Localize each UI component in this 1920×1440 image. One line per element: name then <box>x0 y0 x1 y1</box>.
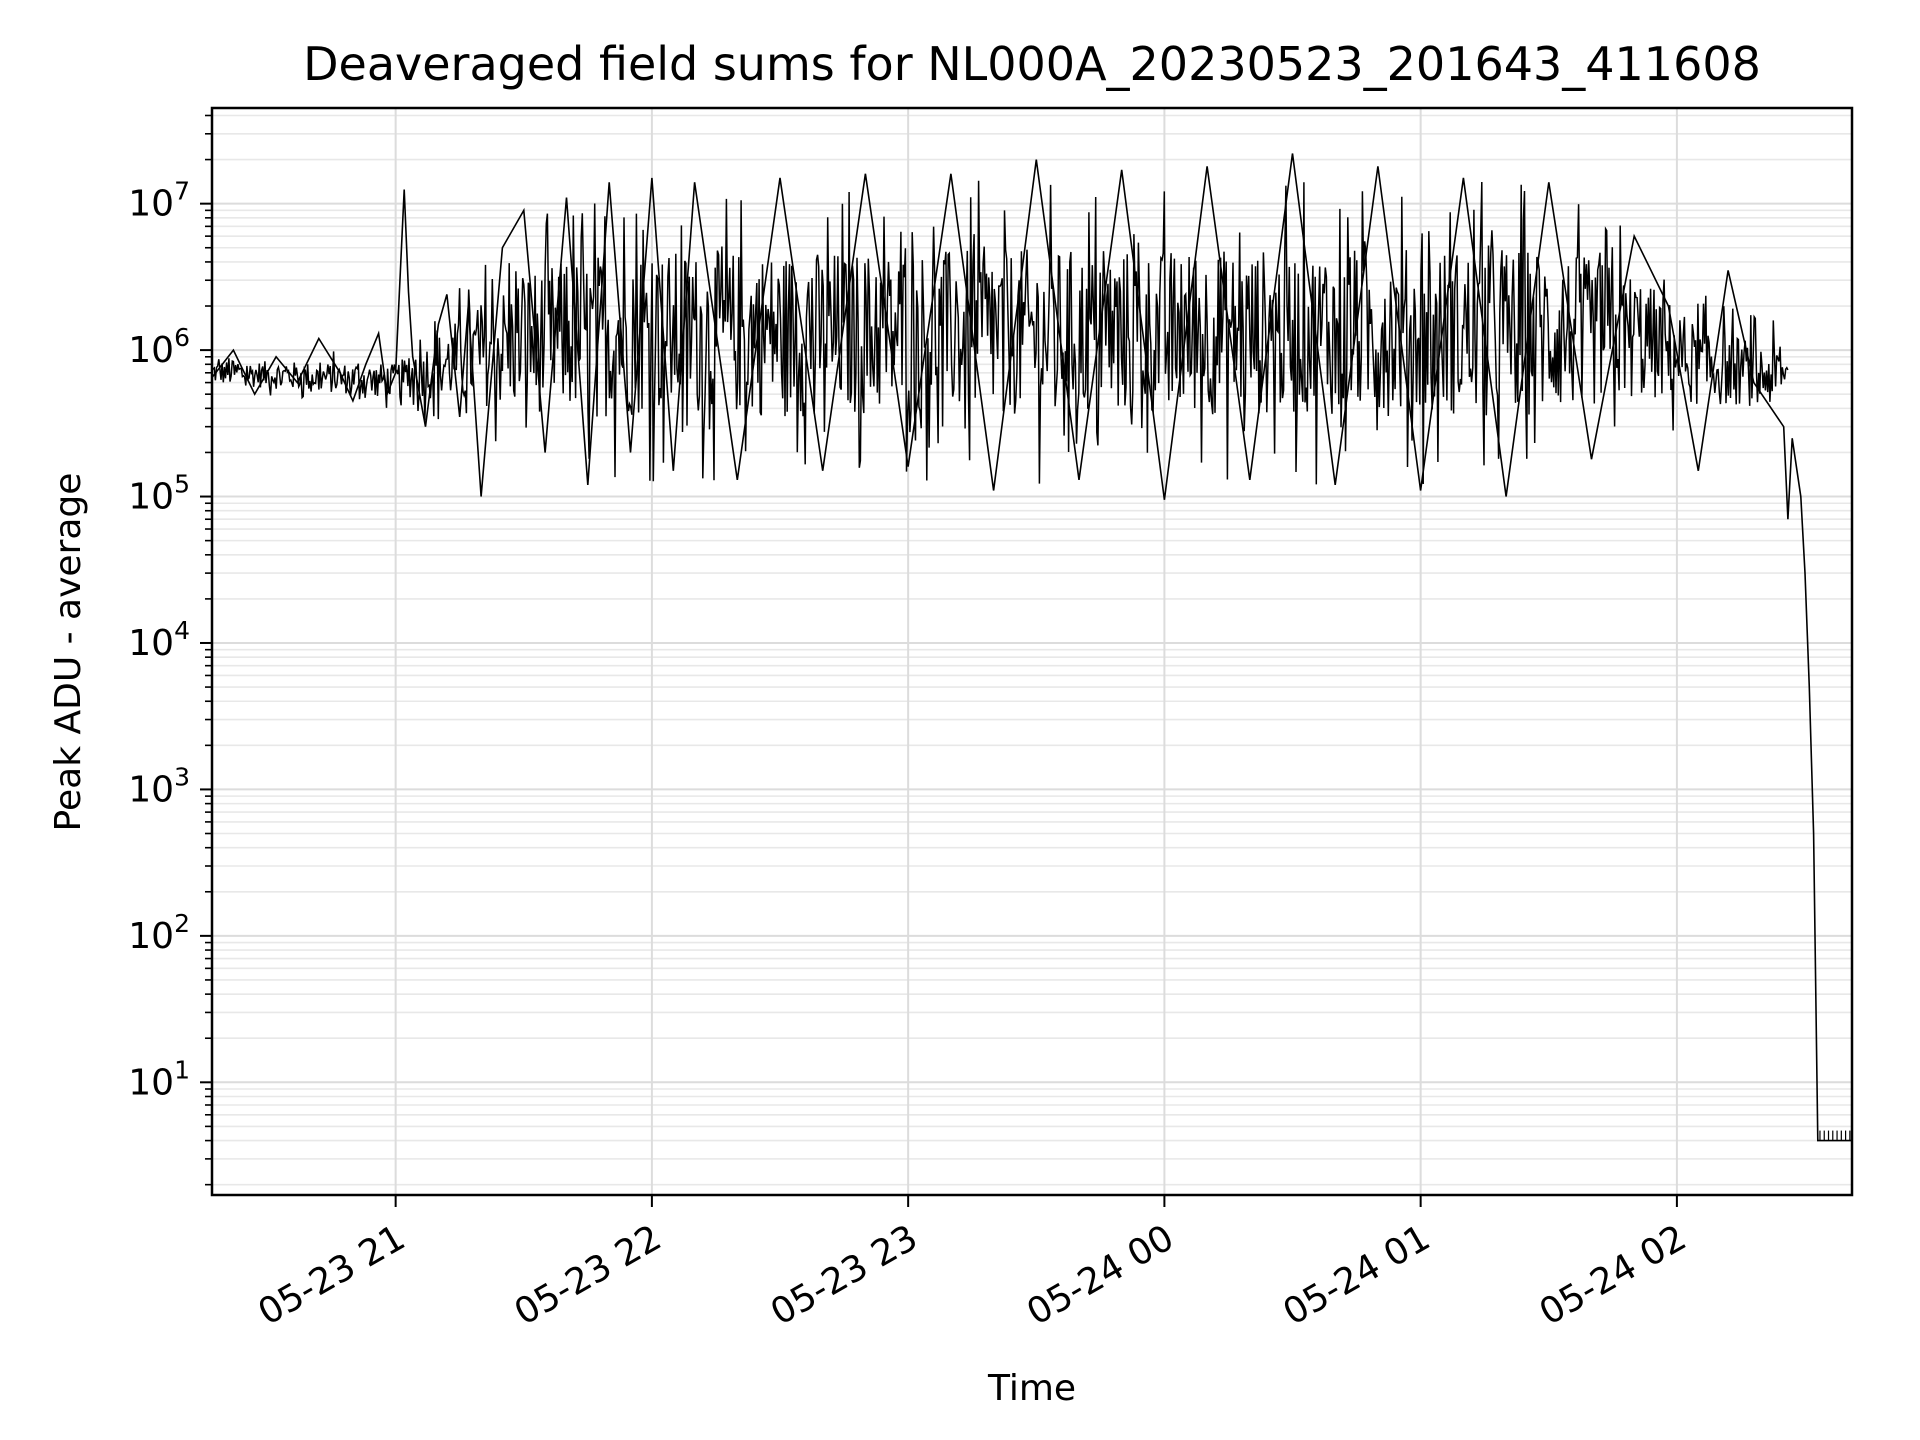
grid <box>212 108 1852 1195</box>
y-tick-label: 103 <box>128 762 190 810</box>
y-tick-exponent: 4 <box>174 616 190 645</box>
y-axis-label: Peak ADU - average <box>48 473 89 832</box>
y-tick-label: 101 <box>128 1055 190 1103</box>
y-tick-exponent: 7 <box>174 177 190 206</box>
series-line-0 <box>211 153 1852 1142</box>
y-tick-base: 10 <box>128 916 174 957</box>
y-tick-base: 10 <box>128 330 174 371</box>
x-axis-label: Time <box>987 1368 1076 1409</box>
y-tick-base: 10 <box>128 623 174 664</box>
y-tick-label: 104 <box>128 616 190 664</box>
y-tick-base: 10 <box>128 477 174 518</box>
y-tick-exponent: 3 <box>174 762 190 791</box>
y-tick-label: 107 <box>128 177 190 225</box>
series-noise-line <box>211 180 1789 485</box>
y-tick-base: 10 <box>128 184 174 225</box>
series-layer <box>211 153 1853 1142</box>
chart-title: Deaveraged field sums for NL000A_2023052… <box>303 37 1761 91</box>
y-tick-exponent: 1 <box>174 1055 190 1084</box>
y-tick-base: 10 <box>128 769 174 810</box>
y-tick-exponent: 5 <box>174 470 190 499</box>
y-tick-base: 10 <box>128 1062 174 1103</box>
plot-frame <box>210 106 1854 1197</box>
y-tick-label: 105 <box>128 470 190 518</box>
y-tick-label: 102 <box>128 909 190 957</box>
y-tick-exponent: 6 <box>174 323 190 352</box>
series-noise-band <box>211 180 1789 485</box>
y-tick-label: 106 <box>128 323 190 371</box>
y-tick-exponent: 2 <box>174 909 190 938</box>
